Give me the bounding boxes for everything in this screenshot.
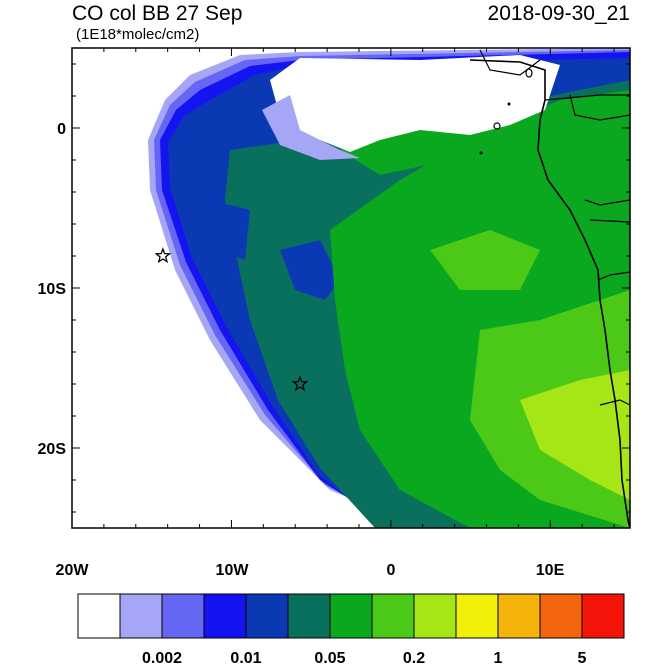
colorbar-swatch — [371, 593, 415, 639]
island — [525, 68, 533, 78]
map-title: CO col BB 27 Sep — [72, 2, 243, 25]
colorbar-swatch — [161, 593, 205, 639]
border-line — [544, 94, 630, 101]
colorbar-label: 0.002 — [141, 650, 183, 667]
field-white-region — [270, 55, 560, 152]
colorbar-label: 0.2 — [402, 650, 426, 667]
colorbar-swatch — [287, 593, 331, 639]
coastline — [469, 59, 630, 528]
colorbar-swatch — [581, 593, 625, 639]
colorbar-swatch — [119, 593, 163, 639]
border-line — [589, 219, 630, 223]
border-line — [599, 399, 630, 406]
field-dark-blue-patch-2 — [210, 200, 250, 260]
colorbar-swatch — [203, 593, 247, 639]
colorbar-label: 0.01 — [230, 650, 262, 667]
colorbar-swatch — [329, 593, 373, 639]
colorbar-swatch — [245, 593, 289, 639]
star-marker — [291, 375, 309, 392]
colorbar-swatch — [413, 593, 457, 639]
colorbar-label: 0.05 — [314, 650, 346, 667]
lat-label-10s: 10S — [37, 281, 66, 298]
border-line — [569, 94, 630, 121]
border-line — [479, 49, 541, 76]
marker-layer — [154, 247, 309, 392]
lat-label-0: 0 — [57, 121, 66, 138]
colorbar-swatch — [539, 593, 583, 639]
lon-label-0: 0 — [386, 562, 396, 579]
colorbar-swatch — [455, 593, 499, 639]
lon-label-20w: 20W — [55, 562, 89, 579]
lat-label-20s: 20S — [37, 441, 66, 458]
field-dark-blue-patch — [280, 240, 340, 300]
island — [507, 102, 511, 106]
colorbar — [77, 593, 625, 639]
map-plot-area — [72, 48, 630, 528]
border-line — [597, 271, 630, 281]
field-light-green-patch — [430, 230, 540, 290]
field-yellow-green — [520, 370, 630, 500]
island — [479, 151, 483, 155]
island — [493, 122, 501, 130]
units-label: (1E18*molec/cm2) — [76, 26, 200, 43]
colorbar-swatch — [497, 593, 541, 639]
colorbar-label: 1 — [493, 650, 503, 667]
colorbar-swatch — [77, 593, 121, 639]
border-line — [584, 199, 630, 206]
lon-label-10w: 10W — [215, 562, 249, 579]
field-light-blue-patch — [262, 95, 360, 160]
lon-label-10e: 10E — [535, 562, 565, 579]
map-datetime: 2018-09-30_21 — [487, 2, 630, 25]
axis-ticks — [71, 48, 630, 528]
colorbar-label: 5 — [577, 650, 587, 667]
star-marker — [154, 247, 172, 264]
